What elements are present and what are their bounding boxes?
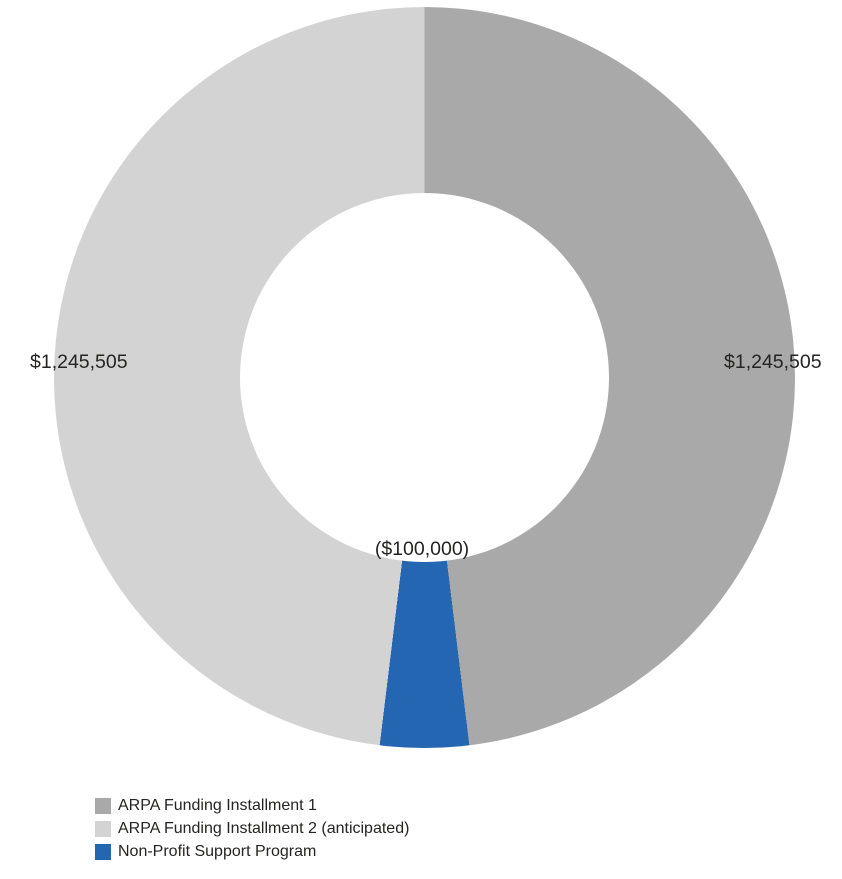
legend-item-nonprofit[interactable]: Non-Profit Support Program	[95, 844, 409, 860]
legend-label-nonprofit: Non-Profit Support Program	[118, 843, 317, 860]
donut-hole	[240, 193, 609, 562]
donut-ring[interactable]	[54, 7, 795, 748]
legend-label-installment-2: ARPA Funding Installment 2 (anticipated)	[118, 820, 410, 837]
legend: ARPA Funding Installment 1 ARPA Funding …	[95, 798, 409, 860]
legend-swatch-installment-2	[95, 821, 111, 837]
legend-swatch-nonprofit	[95, 844, 111, 860]
data-label-nonprofit: ($100,000)	[374, 538, 470, 560]
legend-label-installment-1: ARPA Funding Installment 1	[118, 797, 317, 814]
legend-swatch-installment-1	[95, 798, 111, 814]
legend-item-installment-1[interactable]: ARPA Funding Installment 1	[95, 798, 409, 814]
data-label-installment-2: $1,245,505	[30, 351, 128, 373]
data-label-installment-1: $1,245,505	[724, 351, 822, 373]
legend-item-installment-2[interactable]: ARPA Funding Installment 2 (anticipated)	[95, 821, 409, 837]
